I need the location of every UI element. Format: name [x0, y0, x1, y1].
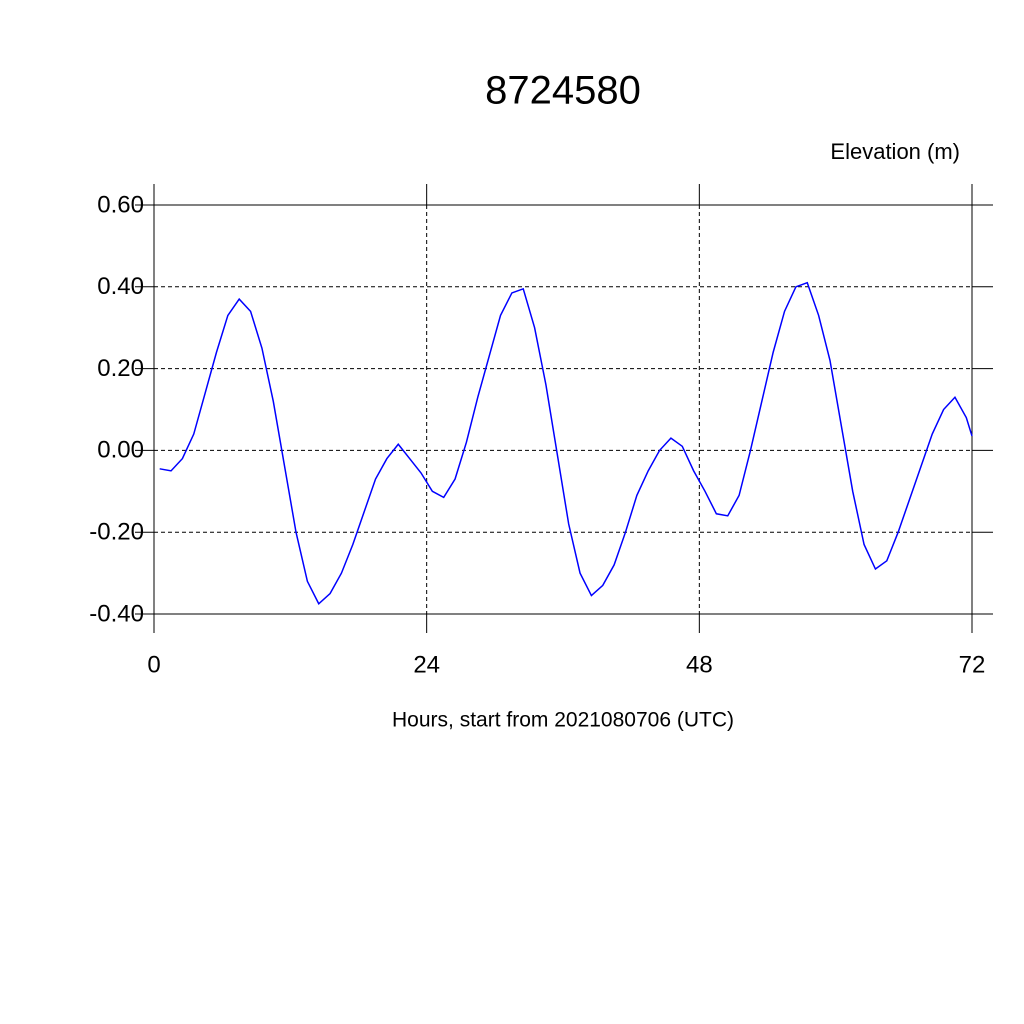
x-axis-label: Hours, start from 2021080706 (UTC) — [392, 709, 734, 732]
y-tick-label: -0.40 — [89, 600, 144, 627]
plot-frame — [153, 204, 973, 615]
x-tick-label: 72 — [959, 651, 986, 678]
x-tick-label: 48 — [686, 651, 713, 678]
y-tick-label: -0.20 — [89, 519, 144, 546]
data-line — [159, 281, 973, 605]
y-axis-label: Elevation (m) — [830, 139, 960, 164]
x-tick-label: 24 — [413, 651, 440, 678]
chart-title: 8724580 — [485, 69, 641, 113]
x-tick-label: 0 — [147, 651, 160, 678]
